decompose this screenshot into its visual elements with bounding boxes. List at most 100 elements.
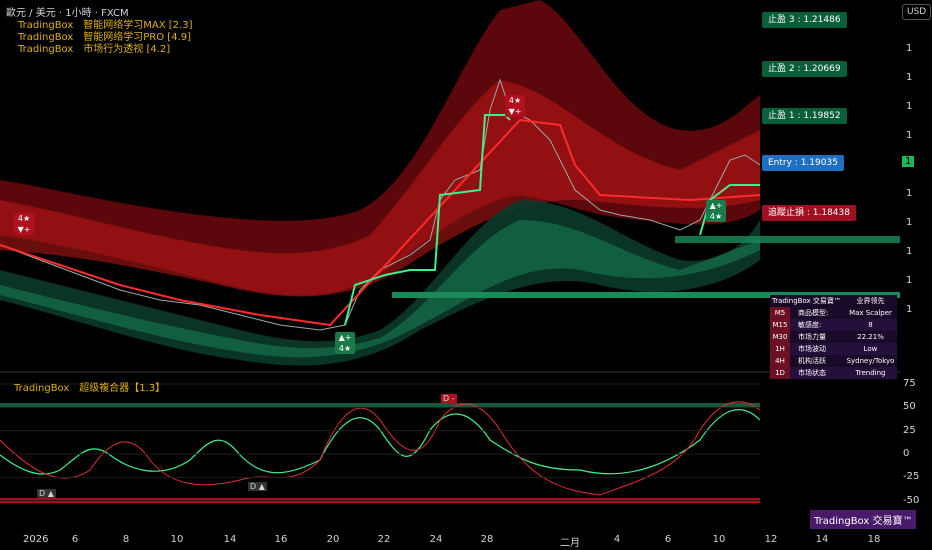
price-axis-label: 1	[906, 130, 913, 141]
x-tick-label: 14	[223, 534, 237, 545]
x-tick-label: 二月	[560, 538, 580, 549]
table-cell: Low	[863, 345, 878, 353]
osc-wave	[0, 401, 761, 496]
table-cell: M15	[770, 319, 790, 331]
price-axis-label: 1	[906, 188, 913, 199]
x-tick-label: 22	[377, 534, 391, 545]
osc-band	[0, 403, 760, 408]
price-axis-label: 1	[906, 246, 913, 257]
x-tick-label: 2026	[23, 534, 49, 545]
table-cell: 市场波动	[798, 345, 826, 353]
oscillator-title: TradingBox 超级複合器【1.3】	[14, 383, 166, 394]
table-row: 1D 市场状态 Trending	[770, 367, 897, 379]
signal-text: ▼+	[17, 225, 31, 234]
signal-badge: 4★ ▼+	[14, 213, 34, 235]
x-tick-label: 12	[764, 534, 778, 545]
price-tag: 追蹤止損 : 1.18438	[762, 205, 856, 221]
price-axis-label: 1	[906, 101, 913, 112]
table-row: M15 敏感度: 8	[770, 319, 897, 331]
currency-button: USD	[902, 4, 932, 20]
table-cell: M5	[770, 307, 790, 319]
table-cell: 市场力量	[798, 333, 826, 341]
table-row: M30 市场力量 22.21%	[770, 331, 897, 343]
price-axis-label: 1	[906, 275, 913, 286]
x-tick-label: 18	[867, 534, 881, 545]
signal-text: 4★	[709, 212, 723, 221]
table-cell: 市场状态	[798, 369, 826, 377]
y-tick-label: 25	[903, 424, 916, 436]
oscillator-marker: D ▲	[248, 482, 267, 491]
signal-badge: ▲+ 4★	[706, 200, 726, 222]
bullish-cloud	[0, 200, 760, 366]
signal-text: 4★	[17, 214, 31, 223]
table-row: 4H 机构活跃 Sydney/Tokyo	[770, 355, 897, 367]
indicator-name: TradingBox 智能网络学习PRO [4.9]	[18, 32, 192, 43]
y-tick-label: 75	[903, 378, 916, 389]
signal-text: 4★	[338, 344, 352, 353]
signal-text: ▲+	[338, 333, 352, 342]
oscillator-marker: D ▲	[37, 489, 56, 498]
signal-badge: ▲+ 4★	[335, 332, 355, 354]
table-cell: 8	[868, 321, 873, 329]
x-tick-label: 10	[712, 534, 726, 545]
trend-green	[344, 114, 760, 326]
current-price-badge: 1	[902, 156, 915, 167]
zone-bar	[675, 236, 900, 243]
signal-text: ▲+	[709, 201, 723, 210]
table-row: 1H 市场波动 Low	[770, 343, 897, 355]
x-tick-label: 20	[326, 534, 340, 545]
y-tick-label: 0	[903, 448, 910, 459]
price-axis-label: 1	[906, 43, 913, 54]
trend-red	[0, 118, 761, 327]
bearish-cloud	[0, 0, 760, 297]
table-cell: 业界领先	[856, 297, 885, 305]
x-tick-label: 8	[122, 534, 130, 545]
price-tag: 止盈 2 : 1.20669	[762, 61, 847, 77]
table-cell: 机构活跃	[798, 357, 826, 365]
symbol: 歐元 / 美元 · 1小時 · FXCM	[6, 8, 129, 19]
price-axis-label: 1	[906, 304, 913, 315]
oscillator-marker: D -	[441, 394, 457, 403]
indicator-name: TradingBox 智能网络学习MAX [2.3]	[18, 20, 193, 31]
table-cell: 1H	[770, 343, 790, 355]
indicator-name: TradingBox 市场行为透视 [4.2]	[18, 44, 171, 55]
price-line	[0, 78, 761, 331]
x-tick-label: 4	[613, 534, 621, 545]
table-cell: Sydney/Tokyo	[846, 357, 895, 365]
osc-wave	[0, 409, 761, 475]
x-tick-label: 6	[71, 534, 79, 545]
table-cell: 4H	[770, 355, 790, 367]
table-cell: 1D	[770, 367, 790, 379]
zone-bar	[392, 292, 900, 298]
y-tick-label: -25	[903, 471, 920, 483]
x-tick-label: 10	[170, 534, 184, 545]
x-tick-label: 14	[815, 534, 829, 545]
x-tick-label: 24	[429, 534, 443, 545]
signal-badge: 4★ ▼+	[505, 95, 525, 117]
price-axis-label: 1	[906, 217, 913, 228]
signal-text: ▼+	[508, 107, 522, 116]
table-cell: 商品模型:	[798, 309, 829, 317]
info-table: TradingBox 交易寶™ 业界领先 M5 商品模型: Max Scalper M15…	[770, 295, 897, 379]
x-tick-label: 16	[274, 534, 288, 545]
signal-text: 4★	[508, 96, 522, 105]
x-tick-label: 6	[664, 534, 672, 545]
table-cell: TradingBox 交易寶™	[772, 297, 841, 305]
y-tick-label: -50	[903, 494, 920, 506]
table-cell: M30	[770, 331, 790, 343]
price-tag: 止盈 1 : 1.19852	[762, 108, 847, 124]
table-header: TradingBox 交易寶™ 业界领先	[770, 295, 897, 307]
table-cell: 22.21%	[857, 333, 884, 341]
watermark: TradingBox 交易寶™	[810, 510, 917, 529]
table-row: M5 商品模型: Max Scalper	[770, 307, 897, 319]
x-tick-label: 28	[480, 534, 494, 545]
table-cell: 敏感度:	[798, 321, 822, 329]
price-tag: 止盈 3 : 1.21486	[762, 12, 847, 28]
table-cell: Max Scalper	[849, 309, 892, 317]
table-cell: Trending	[855, 369, 886, 377]
price-tag: Entry : 1.19035	[762, 155, 844, 171]
price-axis-label: 1	[906, 72, 913, 83]
y-tick-label: 50	[903, 401, 916, 413]
